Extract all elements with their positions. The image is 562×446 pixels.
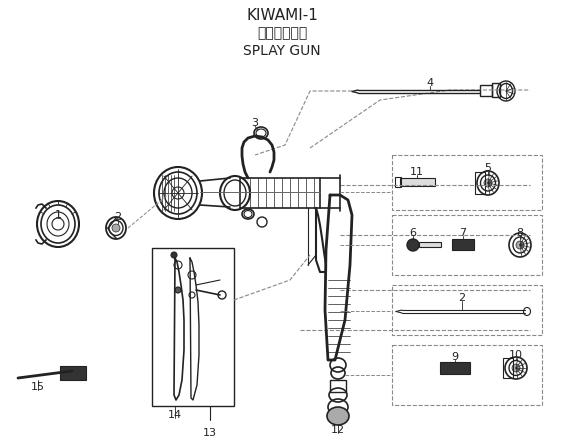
Circle shape [218,291,226,299]
Text: 15: 15 [31,382,45,392]
Circle shape [484,179,492,187]
Bar [330,380,346,392]
Circle shape [516,241,524,249]
Bar [240,178,320,208]
Bar [392,155,542,210]
Bar [503,358,513,378]
Text: 4: 4 [427,78,433,88]
Text: スプレーガン: スプレーガン [257,26,307,40]
Text: 2: 2 [459,293,465,303]
Ellipse shape [327,407,349,425]
Text: 3: 3 [252,118,259,128]
Text: 1: 1 [55,210,61,220]
Circle shape [512,364,520,372]
Text: 7: 7 [460,228,466,238]
Bar [475,172,485,194]
Circle shape [112,224,120,232]
Bar [492,83,500,97]
Text: SPLAY GUN: SPLAY GUN [243,44,321,58]
Bar [395,177,401,187]
Text: 12: 12 [331,425,345,435]
Circle shape [52,218,64,230]
Text: KIWAMI-1: KIWAMI-1 [246,8,318,23]
Text: 6: 6 [410,228,416,238]
Bar [480,85,492,96]
Text: 8: 8 [516,228,524,238]
Text: 5: 5 [484,163,492,173]
Circle shape [175,287,181,293]
Bar [60,366,86,380]
Text: 10: 10 [509,350,523,360]
Bar [152,248,234,406]
Circle shape [171,252,177,258]
Text: 9: 9 [451,352,459,362]
Bar [392,215,542,275]
Circle shape [172,187,184,199]
Text: 2: 2 [115,212,121,222]
Bar [452,239,474,250]
Bar [440,362,470,374]
Bar [419,242,441,247]
Bar [400,178,435,186]
Text: 13: 13 [203,428,217,438]
Bar [392,345,542,405]
Text: 11: 11 [410,167,424,177]
Text: 14: 14 [168,410,182,420]
Circle shape [407,239,419,251]
Bar [392,285,542,335]
